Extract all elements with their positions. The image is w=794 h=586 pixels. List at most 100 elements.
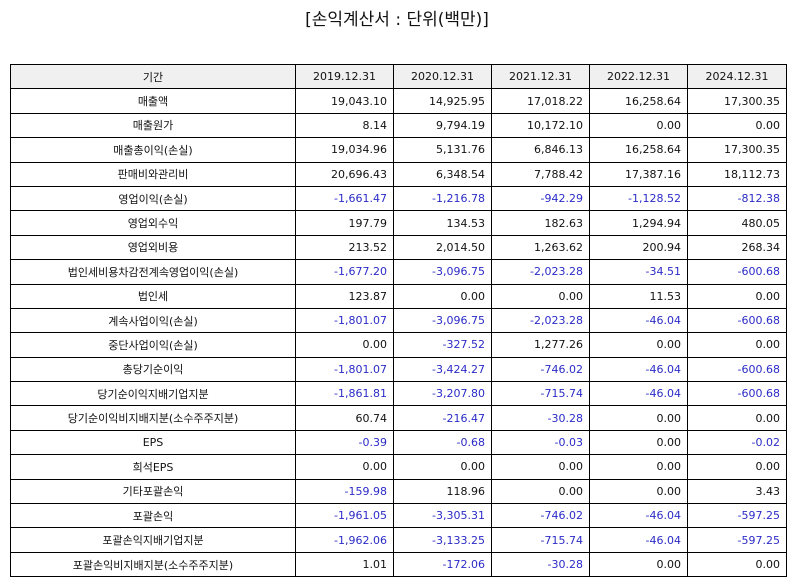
value-cell: -0.03 bbox=[491, 429, 590, 456]
value-cell: 0.00 bbox=[589, 405, 688, 431]
value-cell: 0.00 bbox=[589, 478, 688, 505]
value-cell: -597.25 bbox=[687, 503, 787, 529]
value-cell: 0.00 bbox=[687, 283, 787, 309]
value-cell: 16,258.64 bbox=[589, 137, 688, 163]
row-label: 매출액 bbox=[10, 88, 296, 114]
value-cell: 17,300.35 bbox=[687, 88, 787, 114]
value-cell: 9,794.19 bbox=[393, 112, 492, 139]
value-cell: -600.68 bbox=[687, 356, 787, 383]
header-row: 기간 2019.12.31 2020.12.31 2021.12.31 2022.12.… bbox=[10, 63, 787, 90]
value-cell: 0.00 bbox=[687, 112, 787, 139]
value-cell: 197.79 bbox=[295, 210, 394, 236]
table-row: 매출액 19,043.10 14,925.95 17,018.22 16,258.64 1… bbox=[10, 88, 787, 114]
row-label: EPS bbox=[10, 429, 296, 456]
header-cell: 2022.12.31 bbox=[589, 63, 688, 90]
value-cell: -1,128.52 bbox=[589, 185, 688, 212]
value-cell: 0.00 bbox=[687, 454, 787, 480]
table-row: 판매비와관리비 20,696.43 6,348.54 7,788.42 17,387.1… bbox=[10, 161, 787, 187]
table-row: 매출총이익(손실) 19,034.96 5,131.76 6,846.13 16,258… bbox=[10, 137, 787, 163]
value-cell: -1,801.07 bbox=[295, 307, 394, 334]
value-cell: 6,348.54 bbox=[393, 161, 492, 187]
value-cell: 268.34 bbox=[687, 234, 787, 261]
value-cell: 0.00 bbox=[687, 332, 787, 358]
table-row: 법인세비용차감전계속영업이익(손실) -1,677.20 -3,096.75 -2,0… bbox=[10, 259, 787, 285]
value-cell: 0.00 bbox=[295, 332, 394, 358]
value-cell: -600.68 bbox=[687, 307, 787, 334]
value-cell: 1,277.26 bbox=[491, 332, 590, 358]
row-label: 희석EPS bbox=[10, 454, 296, 480]
row-label: 중단사업이익(손실) bbox=[10, 332, 296, 358]
value-cell: 1,294.94 bbox=[589, 210, 688, 236]
value-cell: -812.38 bbox=[687, 185, 787, 212]
table-row: 포괄손익비지배지분(소수주주지분) 1.01 -172.06 -30.28 0.00 0.… bbox=[10, 551, 787, 578]
table-row: 영업외비용 213.52 2,014.50 1,263.62 200.94 268.34 bbox=[10, 234, 787, 261]
value-cell: 0.00 bbox=[491, 454, 590, 480]
value-cell: 0.00 bbox=[589, 454, 688, 480]
value-cell: -2,023.28 bbox=[491, 259, 590, 285]
row-label: 법인세비용차감전계속영업이익(손실) bbox=[10, 259, 296, 285]
value-cell: 1,263.62 bbox=[491, 234, 590, 261]
row-label: 당기순이익지배기업지분 bbox=[10, 381, 296, 407]
value-cell: 123.87 bbox=[295, 283, 394, 309]
value-cell: -46.04 bbox=[589, 503, 688, 529]
value-cell: 19,043.10 bbox=[295, 88, 394, 114]
value-cell: -46.04 bbox=[589, 381, 688, 407]
value-cell: 0.00 bbox=[589, 332, 688, 358]
value-cell: 200.94 bbox=[589, 234, 688, 261]
value-cell: 0.00 bbox=[393, 454, 492, 480]
value-cell: 18,112.73 bbox=[687, 161, 787, 187]
value-cell: 19,034.96 bbox=[295, 137, 394, 163]
value-cell: 5,131.76 bbox=[393, 137, 492, 163]
row-label: 매출총이익(손실) bbox=[10, 137, 296, 163]
table-row: 법인세 123.87 0.00 0.00 11.53 0.00 bbox=[10, 283, 787, 309]
value-cell: 118.96 bbox=[393, 478, 492, 505]
row-label: 포괄손익비지배지분(소수주주지분) bbox=[10, 551, 296, 578]
row-label: 당기순이익비지배지분(소수주주지분) bbox=[10, 405, 296, 431]
header-cell: 기간 bbox=[10, 63, 296, 90]
row-label: 포괄손익지배기업지분 bbox=[10, 527, 296, 553]
value-cell: -0.02 bbox=[687, 429, 787, 456]
value-cell: -1,961.05 bbox=[295, 503, 394, 529]
row-label: 포괄손익 bbox=[10, 503, 296, 529]
value-cell: 3.43 bbox=[687, 478, 787, 505]
value-cell: 213.52 bbox=[295, 234, 394, 261]
row-label: 영업외비용 bbox=[10, 234, 296, 261]
value-cell: 60.74 bbox=[295, 405, 394, 431]
value-cell: 182.63 bbox=[491, 210, 590, 236]
value-cell: 17,300.35 bbox=[687, 137, 787, 163]
table-row: 중단사업이익(손실) 0.00 -327.52 1,277.26 0.00 0.00 bbox=[10, 332, 787, 358]
header-cell: 2024.12.31 bbox=[687, 63, 787, 90]
table-row: EPS -0.39 -0.68 -0.03 0.00 -0.02 bbox=[10, 429, 787, 456]
table-row: 영업외수익 197.79 134.53 182.63 1,294.94 480.05 bbox=[10, 210, 787, 236]
value-cell: 134.53 bbox=[393, 210, 492, 236]
value-cell: -3,207.80 bbox=[393, 381, 492, 407]
value-cell: 6,846.13 bbox=[491, 137, 590, 163]
value-cell: 0.00 bbox=[687, 405, 787, 431]
value-cell: 0.00 bbox=[393, 283, 492, 309]
row-label: 법인세 bbox=[10, 283, 296, 309]
value-cell: 20,696.43 bbox=[295, 161, 394, 187]
value-cell: 16,258.64 bbox=[589, 88, 688, 114]
value-cell: 2,014.50 bbox=[393, 234, 492, 261]
value-cell: -1,216.78 bbox=[393, 185, 492, 212]
header-cell: 2020.12.31 bbox=[393, 63, 492, 90]
table-row: 포괄손익 -1,961.05 -3,305.31 -746.02 -46.04 -597.… bbox=[10, 503, 787, 529]
value-cell: 14,925.95 bbox=[393, 88, 492, 114]
row-label: 판매비와관리비 bbox=[10, 161, 296, 187]
value-cell: -172.06 bbox=[393, 551, 492, 578]
income-statement-table: 기간 2019.12.31 2020.12.31 2021.12.31 2022.12.… bbox=[10, 63, 787, 578]
value-cell: -46.04 bbox=[589, 356, 688, 383]
value-cell: -3,424.27 bbox=[393, 356, 492, 383]
value-cell: -216.47 bbox=[393, 405, 492, 431]
value-cell: -715.74 bbox=[491, 527, 590, 553]
value-cell: 17,018.22 bbox=[491, 88, 590, 114]
value-cell: -30.28 bbox=[491, 551, 590, 578]
value-cell: 0.00 bbox=[589, 429, 688, 456]
table-row: 영업이익(손실) -1,661.47 -1,216.78 -942.29 -1,128.… bbox=[10, 185, 787, 212]
value-cell: -34.51 bbox=[589, 259, 688, 285]
value-cell: 0.00 bbox=[589, 551, 688, 578]
value-cell: -46.04 bbox=[589, 307, 688, 334]
table-row: 기타포괄손익 -159.98 118.96 0.00 0.00 3.43 bbox=[10, 478, 787, 505]
value-cell: -327.52 bbox=[393, 332, 492, 358]
row-label: 총당기순이익 bbox=[10, 356, 296, 383]
